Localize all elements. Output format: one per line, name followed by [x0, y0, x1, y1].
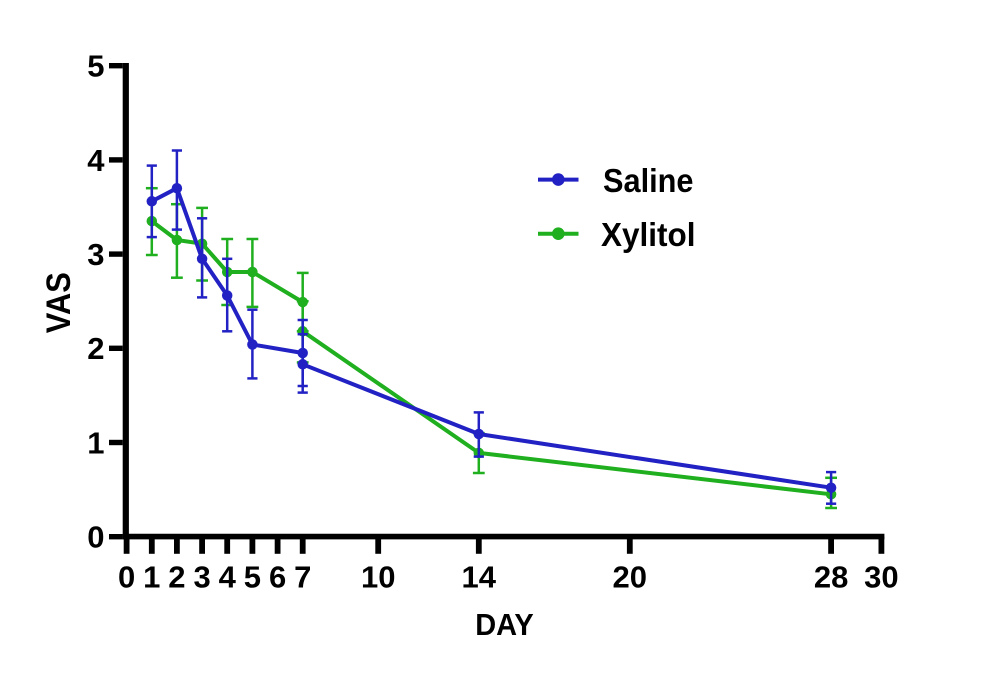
- svg-text:30: 30: [864, 559, 898, 594]
- svg-text:3: 3: [87, 237, 104, 272]
- svg-text:10: 10: [361, 559, 395, 594]
- svg-text:3: 3: [193, 559, 210, 594]
- svg-text:0: 0: [118, 559, 135, 594]
- svg-text:28: 28: [814, 559, 848, 594]
- svg-text:Saline: Saline: [603, 162, 694, 199]
- svg-text:VAS: VAS: [40, 272, 78, 333]
- svg-text:2: 2: [168, 559, 185, 594]
- svg-text:5: 5: [244, 559, 261, 594]
- svg-text:4: 4: [219, 559, 237, 594]
- svg-text:0: 0: [87, 520, 104, 555]
- svg-text:4: 4: [87, 143, 105, 178]
- svg-text:1: 1: [143, 559, 160, 594]
- svg-text:14: 14: [462, 559, 497, 594]
- svg-text:DAY: DAY: [475, 607, 534, 642]
- svg-text:Xylitol: Xylitol: [601, 216, 696, 253]
- svg-text:1: 1: [87, 425, 104, 460]
- svg-text:2: 2: [87, 331, 104, 366]
- svg-text:6: 6: [269, 559, 286, 594]
- svg-text:20: 20: [613, 559, 647, 594]
- svg-text:5: 5: [87, 49, 104, 84]
- svg-text:7: 7: [294, 559, 311, 594]
